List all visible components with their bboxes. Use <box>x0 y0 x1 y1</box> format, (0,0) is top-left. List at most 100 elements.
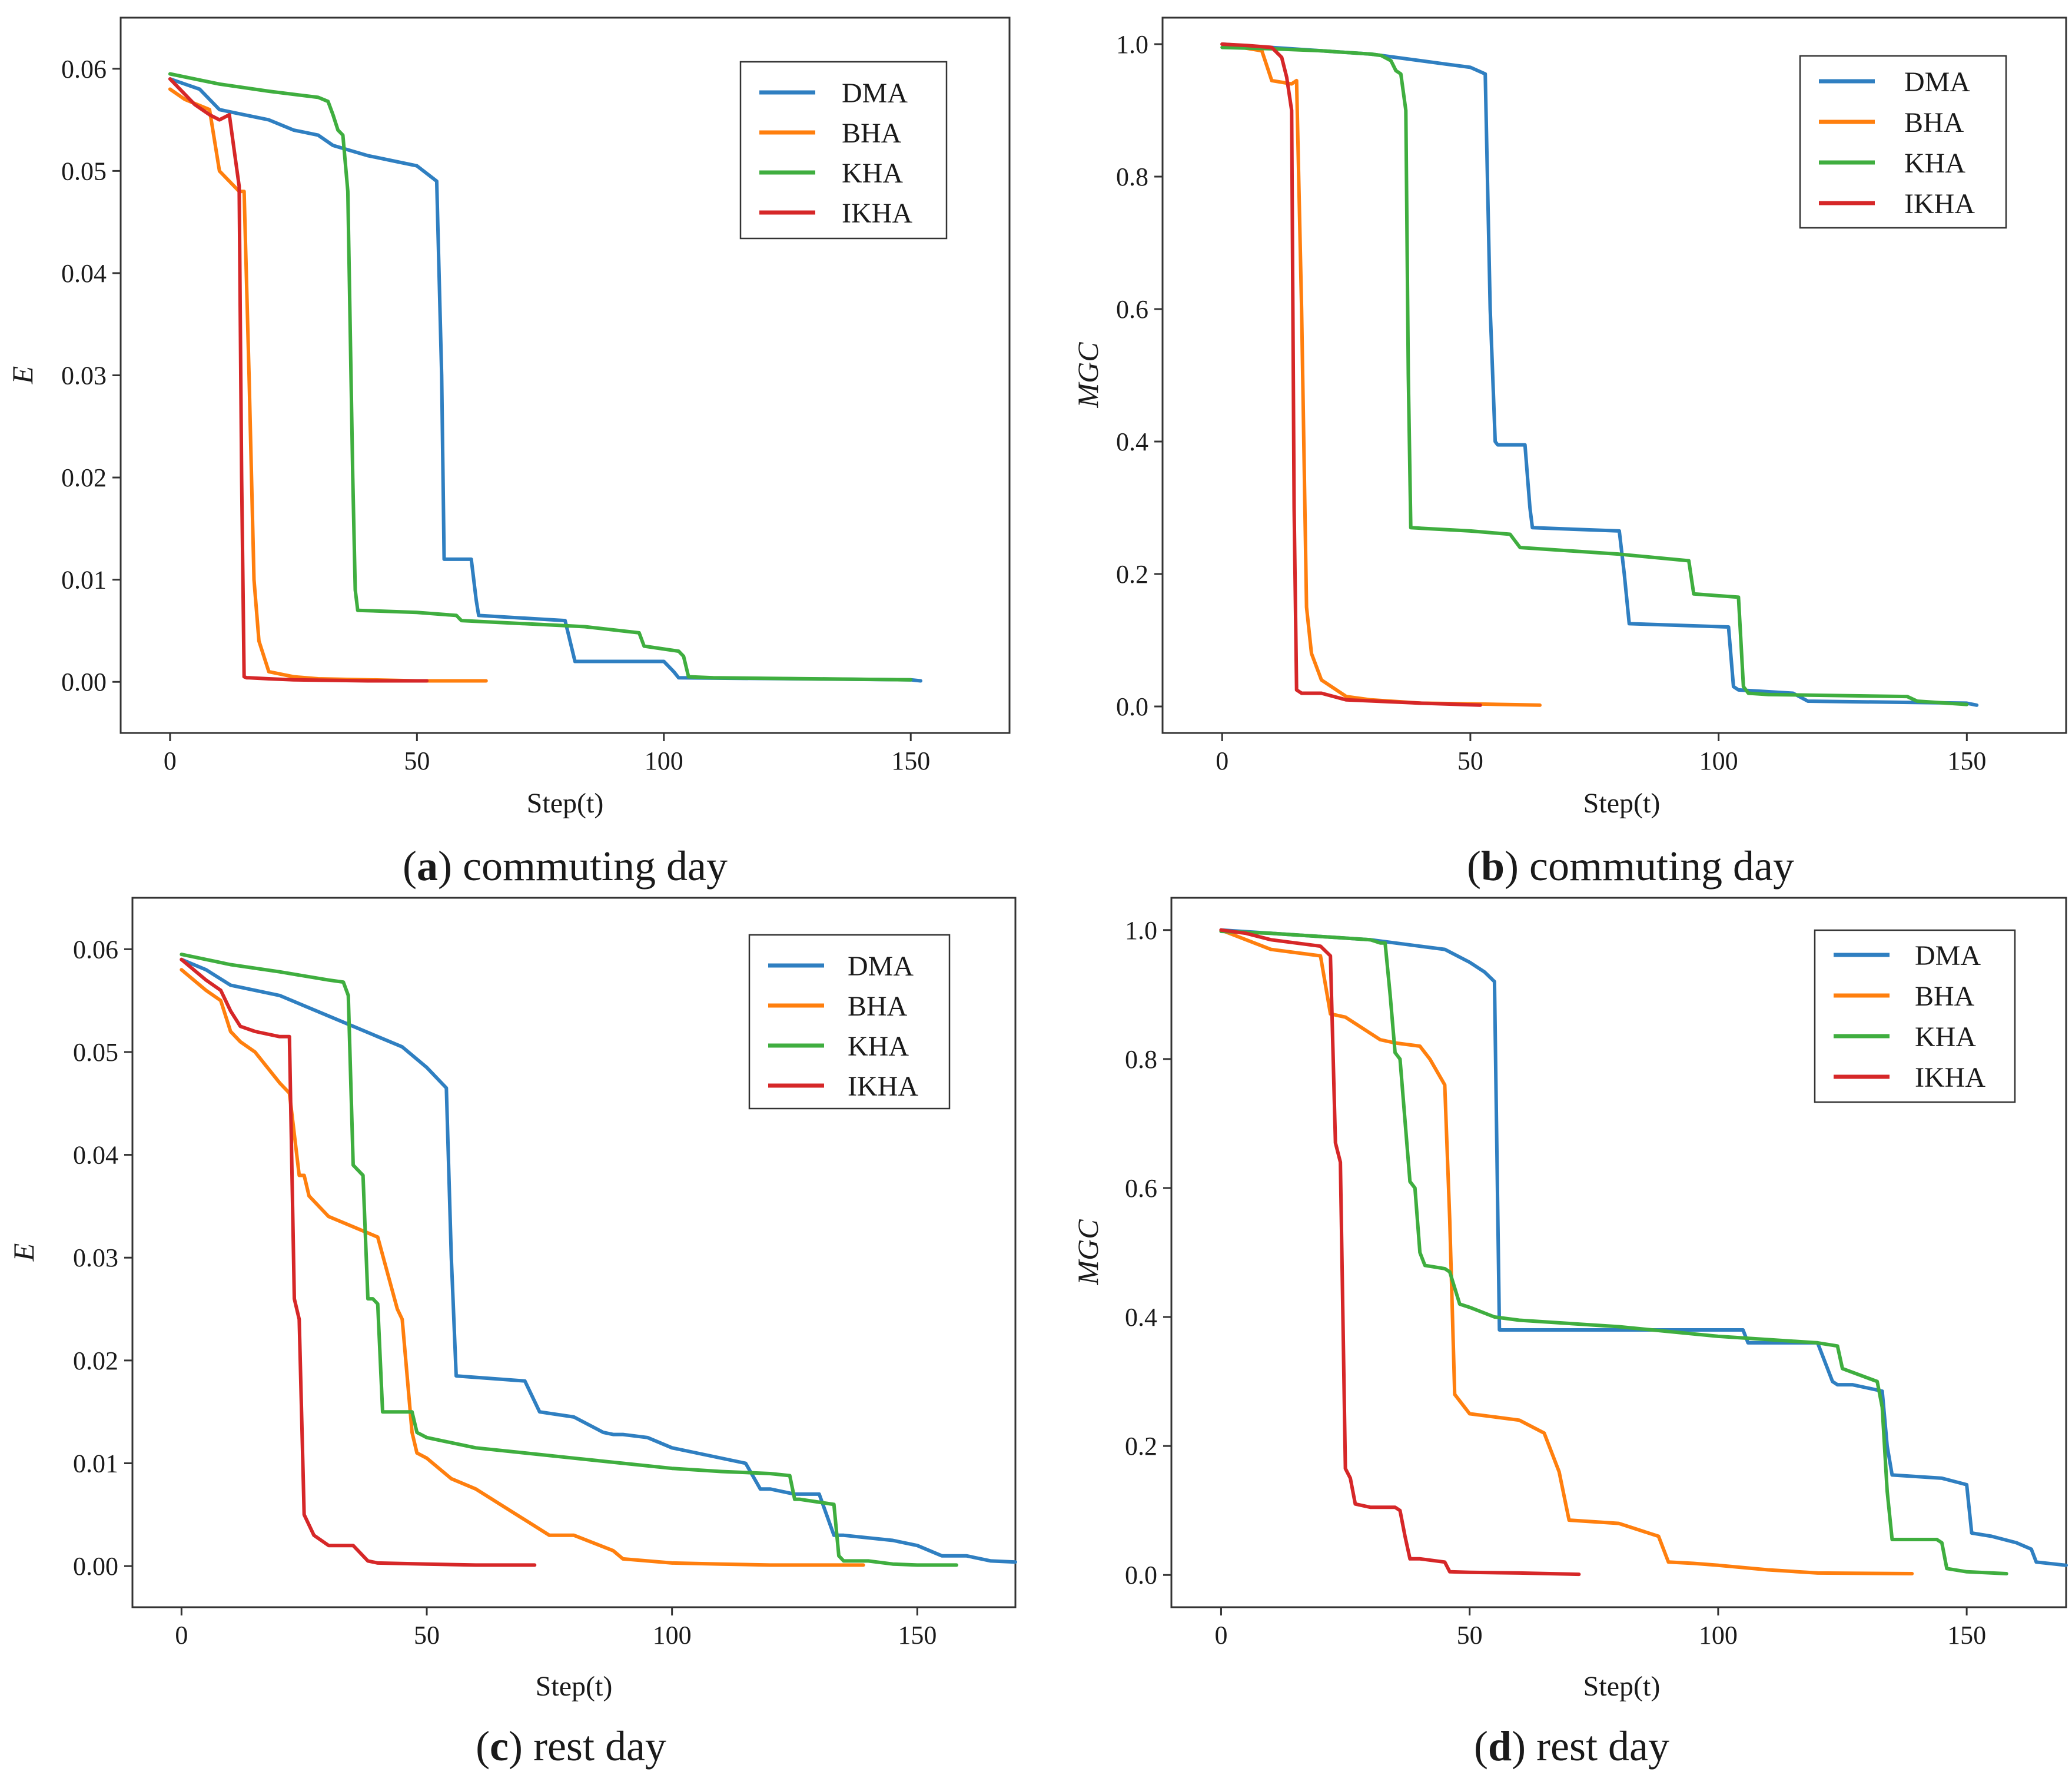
series-line-bha <box>168 87 488 683</box>
y-axis-label: E <box>6 366 39 385</box>
legend-label-kha: KHA <box>842 158 903 189</box>
y-ticks: 0.0 0.2 0.4 0.6 0.8 1.0 <box>1116 30 1163 721</box>
y-axis-label: MGC <box>1071 1219 1104 1286</box>
panel-letter: c <box>490 1723 509 1770</box>
x-tick-label: 50 <box>404 747 430 775</box>
y-tick-label: 0.4 <box>1116 427 1148 456</box>
x-tick-label: 150 <box>891 747 930 775</box>
panel-caption: (a) commuting day <box>403 842 728 890</box>
y-tick-label: 1.0 <box>1125 916 1157 945</box>
y-tick-label: 0.06 <box>61 55 107 84</box>
legend-label-ikha: IKHA <box>842 198 912 229</box>
y-tick-label: 0.03 <box>73 1243 118 1272</box>
y-tick-label: 0.03 <box>61 361 107 390</box>
series-line-bha <box>1219 928 1914 1575</box>
y-tick-label: 0.4 <box>1125 1303 1157 1332</box>
y-tick-label: 0.05 <box>61 157 107 185</box>
legend: DMA BHA KHA IKHA <box>1814 929 2016 1103</box>
legend-label-bha: BHA <box>842 118 902 149</box>
legend-box <box>1814 929 2016 1103</box>
x-ticks: 0 50 100 150 <box>1216 733 1986 775</box>
legend: DMA BHA KHA IKHA <box>748 934 951 1110</box>
caption-text: commuting day <box>1529 842 1794 890</box>
panel-b: 0.0 0.2 0.4 0.6 0.8 1.0 0 50 100 150 MGC Step(t)… <box>1071 16 2067 890</box>
legend-label-dma: DMA <box>848 951 914 982</box>
y-tick-label: 0.2 <box>1125 1432 1157 1461</box>
series-line-ikha <box>168 77 429 683</box>
legend-label-dma: DMA <box>1915 940 1981 971</box>
y-tick-label: 0.04 <box>61 259 107 288</box>
series-line-dma <box>180 957 1017 1564</box>
x-tick-label: 100 <box>653 1621 692 1650</box>
panel-letter: b <box>1481 842 1505 890</box>
x-tick-label: 100 <box>1699 1621 1738 1650</box>
series-line-ikha <box>1220 42 1482 707</box>
legend: DMA BHA KHA IKHA <box>739 61 948 240</box>
legend-label-ikha: IKHA <box>848 1071 918 1102</box>
y-tick-label: 0.00 <box>73 1552 118 1581</box>
x-axis-label: Step(t) <box>536 1671 613 1702</box>
x-tick-label: 50 <box>1457 747 1483 775</box>
series-line-kha <box>1220 45 1969 706</box>
y-tick-label: 0.01 <box>73 1449 118 1478</box>
y-axis-label: MGC <box>1071 342 1104 409</box>
y-ticks: 0.00 0.01 0.02 0.03 0.04 0.05 0.06 <box>73 935 132 1581</box>
y-tick-label: 0.6 <box>1116 295 1148 324</box>
y-tick-label: 0.02 <box>73 1346 118 1375</box>
y-tick-label: 0.00 <box>61 668 107 696</box>
series-line-dma <box>1220 42 1979 707</box>
x-tick-label: 0 <box>1216 747 1228 775</box>
legend-label-kha: KHA <box>1904 148 1965 179</box>
series-line-kha <box>1219 930 2008 1575</box>
x-axis-label: Step(t) <box>1583 788 1661 819</box>
series-lines <box>1219 928 2068 1577</box>
plot-frame <box>1161 16 2067 734</box>
legend: DMA BHA KHA IKHA <box>1799 55 2007 229</box>
panel-a: 0.00 0.01 0.02 0.03 0.04 0.05 0.06 0 50 100 150 E… <box>6 16 1011 890</box>
panel-c: 0.00 0.01 0.02 0.03 0.04 0.05 0.06 0 50 100 150 E… <box>7 897 1017 1770</box>
plot-frame <box>131 897 1017 1608</box>
legend-label-bha: BHA <box>1915 981 1975 1012</box>
legend-label-bha: BHA <box>1904 107 1964 138</box>
x-axis-label: Step(t) <box>527 788 604 819</box>
y-ticks: 0.0 0.2 0.4 0.6 0.8 1.0 <box>1125 916 1171 1590</box>
y-tick-label: 0.2 <box>1116 560 1148 589</box>
y-tick-label: 0.6 <box>1125 1174 1157 1203</box>
legend-label-ikha: IKHA <box>1904 188 1975 220</box>
y-tick-label: 0.02 <box>61 463 107 492</box>
plot-frame <box>1170 897 2067 1608</box>
y-tick-label: 0.04 <box>73 1141 118 1170</box>
legend-label-kha: KHA <box>1915 1021 1976 1053</box>
x-ticks: 0 50 100 150 <box>1214 1607 1986 1650</box>
caption-text: rest day <box>533 1723 666 1770</box>
panel-caption: (b) commuting day <box>1467 842 1794 890</box>
series-line-kha <box>180 953 958 1567</box>
series-line-kha <box>168 72 913 682</box>
y-tick-label: 0.8 <box>1116 162 1148 191</box>
y-tick-label: 0.0 <box>1116 692 1148 721</box>
legend-label-ikha: IKHA <box>1915 1062 1985 1093</box>
legend-box <box>1799 55 2007 229</box>
y-tick-label: 0.8 <box>1125 1045 1157 1074</box>
x-tick-label: 100 <box>1699 747 1738 775</box>
panel-caption: (c) rest day <box>476 1723 666 1770</box>
x-tick-label: 150 <box>898 1621 937 1650</box>
x-tick-label: 50 <box>1457 1621 1483 1650</box>
x-axis-label: Step(t) <box>1583 1671 1661 1702</box>
legend-label-dma: DMA <box>1904 67 1970 98</box>
y-axis-label: E <box>7 1243 40 1262</box>
caption-text: commuting day <box>463 842 728 890</box>
series-line-dma <box>1219 928 2068 1567</box>
x-tick-label: 0 <box>1214 1621 1227 1650</box>
x-tick-label: 0 <box>175 1621 188 1650</box>
legend-label-bha: BHA <box>848 991 908 1022</box>
series-line-ikha <box>1219 928 1581 1577</box>
panel-letter: a <box>417 842 438 890</box>
caption-text: rest day <box>1536 1723 1669 1770</box>
panel-caption: (d) rest day <box>1474 1723 1669 1770</box>
x-tick-label: 150 <box>1947 747 1986 775</box>
x-tick-label: 100 <box>645 747 683 775</box>
y-tick-label: 0.01 <box>61 566 107 595</box>
legend-label-dma: DMA <box>842 78 908 109</box>
